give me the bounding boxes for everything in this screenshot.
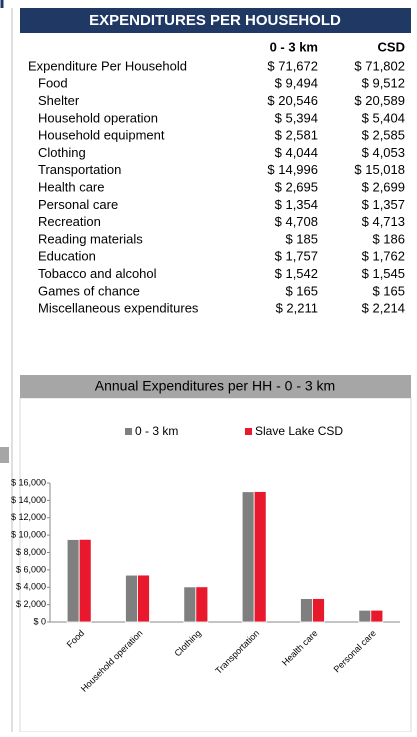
row-label: Health care: [38, 180, 104, 195]
legend-swatch: [125, 428, 132, 435]
cell-value: $ 1,757: [275, 249, 318, 264]
x-tick-label: Transportation: [213, 628, 261, 676]
cell-value: $ 2,585: [362, 128, 405, 143]
cell-value: $ 1,762: [362, 249, 405, 264]
bar: [78, 538, 92, 623]
row-label: Expenditure Per Household: [28, 58, 187, 73]
y-tick-label: $ 14,000: [11, 495, 46, 505]
column-header: 0 - 3 km: [270, 39, 318, 54]
cell-value: $ 20,589: [354, 93, 405, 108]
bar: [253, 491, 267, 623]
cell-value: $ 1,357: [362, 197, 405, 212]
cell-value: $ 185: [285, 231, 318, 246]
chart-title: Annual Expenditures per HH - 0 - 3 km: [95, 378, 335, 394]
y-tick-label: $ 16,000: [11, 477, 46, 487]
bar: [241, 491, 255, 623]
row-label: Shelter: [38, 93, 80, 108]
legend-label: 0 - 3 km: [135, 424, 178, 438]
y-tick-label: $ 0: [33, 616, 46, 626]
x-tick-label: Health care: [280, 628, 320, 668]
cell-value: $ 71,672: [267, 58, 318, 73]
cell-value: $ 2,581: [275, 128, 318, 143]
cell-value: $ 4,708: [275, 214, 318, 229]
bar: [137, 574, 150, 623]
cell-value: $ 1,545: [362, 266, 405, 281]
cell-value: $ 165: [372, 283, 405, 298]
row-label: Games of chance: [38, 283, 140, 298]
cell-value: $ 4,713: [362, 214, 405, 229]
cell-value: $ 9,494: [275, 76, 318, 91]
bar: [195, 586, 209, 623]
cell-value: $ 4,053: [362, 145, 405, 160]
x-tick-label: Household operation: [79, 628, 145, 694]
cell-value: $ 9,512: [362, 76, 405, 91]
cell-value: $ 2,211: [276, 301, 318, 316]
row-label: Household operation: [38, 110, 158, 125]
chart-title-bar: [20, 375, 411, 398]
column-header: CSD: [378, 39, 405, 54]
cell-value: $ 2,214: [362, 301, 405, 316]
cell-value: $ 4,044: [275, 145, 318, 160]
y-tick-label: $ 4,000: [16, 582, 46, 592]
row-label: Transportation: [38, 162, 121, 177]
cell-value: $ 2,695: [275, 180, 318, 195]
row-label: Personal care: [38, 197, 118, 212]
legend-label: Slave Lake CSD: [255, 424, 343, 438]
cell-value: $ 14,996: [267, 162, 318, 177]
cell-value: $ 5,394: [275, 110, 318, 125]
cell-value: $ 20,546: [267, 93, 318, 108]
cell-value: $ 1,354: [275, 197, 318, 212]
legend-swatch: [245, 428, 252, 435]
row-label: Household equipment: [38, 128, 165, 143]
bar: [358, 609, 372, 623]
row-label: Clothing: [38, 145, 86, 160]
bar: [183, 586, 197, 623]
y-tick-label: $ 12,000: [11, 512, 46, 522]
row-label: Food: [38, 76, 68, 91]
cell-value: $ 15,018: [354, 162, 405, 177]
cell-value: $ 1,542: [275, 266, 318, 281]
x-tick-label: Food: [65, 628, 87, 650]
bar: [300, 598, 313, 623]
y-tick-label: $ 2,000: [16, 599, 46, 609]
side-tab: [0, 447, 9, 463]
header-title: EXPENDITURES PER HOUSEHOLD: [89, 12, 341, 29]
row-label: Education: [38, 249, 96, 264]
y-tick-label: $ 8,000: [16, 547, 46, 557]
bar: [66, 539, 80, 623]
cell-value: $ 186: [372, 231, 405, 246]
y-tick-label: $ 10,000: [11, 530, 46, 540]
cell-value: $ 165: [285, 283, 318, 298]
row-label: Miscellaneous expenditures: [38, 301, 199, 316]
cell-value: $ 2,699: [362, 180, 405, 195]
header-bar: [20, 8, 411, 33]
cell-value: $ 71,802: [354, 58, 405, 73]
bar: [312, 598, 325, 623]
cell-value: $ 5,404: [362, 110, 405, 125]
row-label: Recreation: [38, 214, 101, 229]
row-label: Tobacco and alcohol: [38, 266, 157, 281]
row-label: Reading materials: [38, 231, 143, 246]
y-tick-label: $ 6,000: [16, 564, 46, 574]
bar: [125, 574, 138, 623]
x-tick-label: Clothing: [172, 628, 202, 658]
bar: [370, 609, 384, 623]
x-tick-label: Personal care: [332, 628, 378, 674]
